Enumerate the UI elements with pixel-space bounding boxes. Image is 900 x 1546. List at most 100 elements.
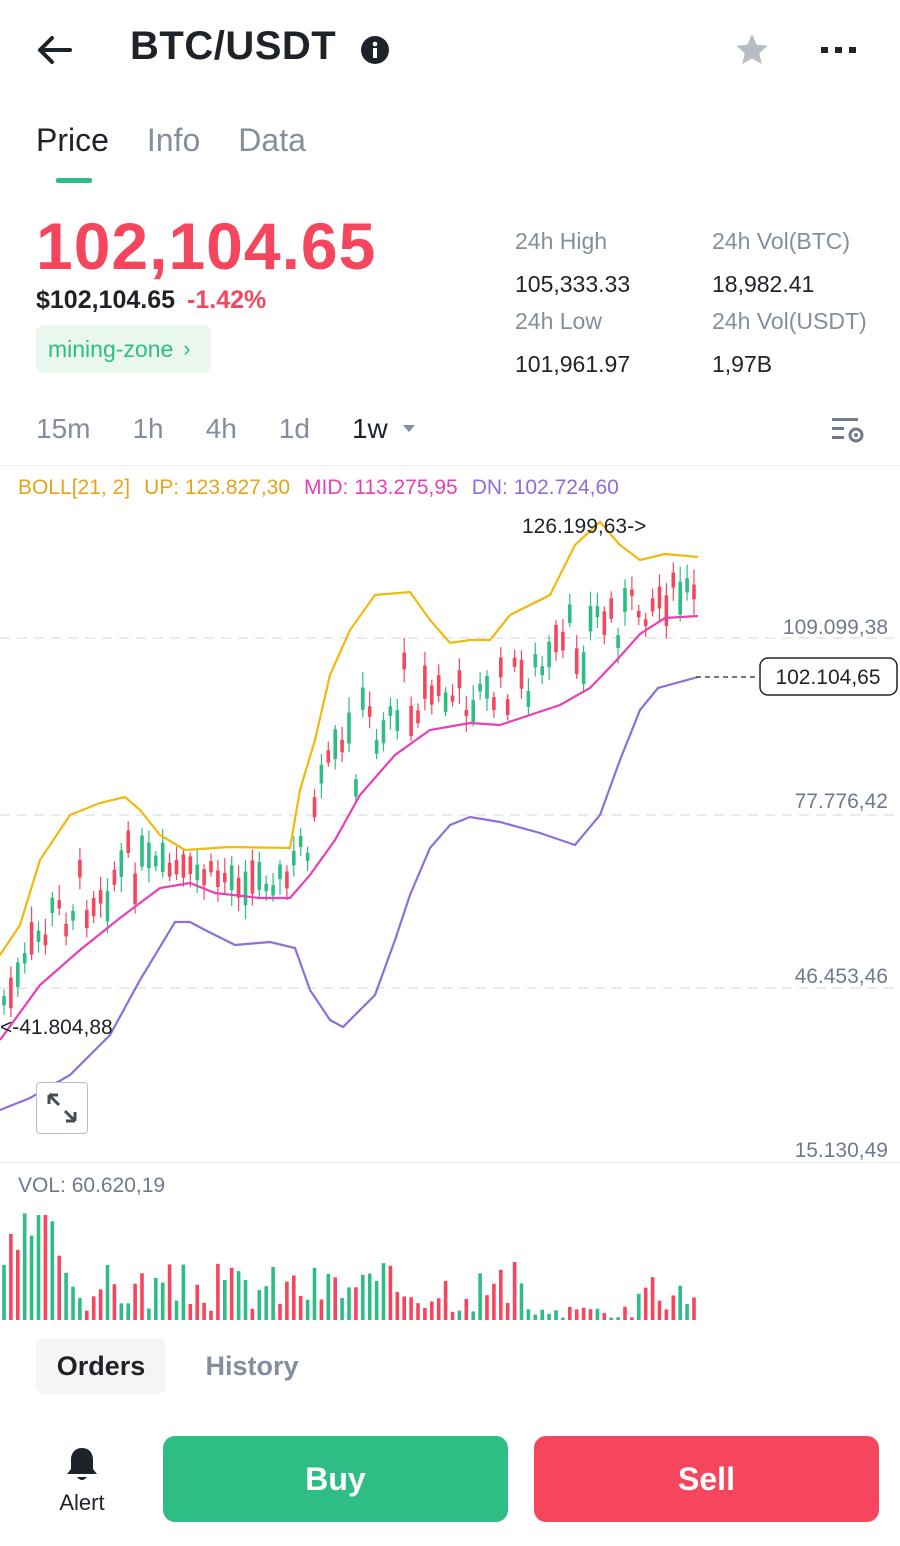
candle-body <box>91 897 96 917</box>
volume-bar <box>685 1303 689 1320</box>
volume-bar <box>250 1308 255 1320</box>
interval-1d[interactable]: 1d <box>278 413 310 444</box>
volume-bar <box>581 1307 586 1320</box>
tab-history[interactable]: History <box>205 1350 299 1381</box>
candle-body <box>505 699 510 715</box>
stat-value: 1,97B <box>712 351 773 377</box>
volume-bar <box>561 1317 565 1320</box>
candle-body <box>554 624 558 653</box>
volume-bar <box>450 1311 455 1320</box>
volume-bar <box>637 1293 641 1320</box>
y-axis-label: 77.776,42 <box>795 790 888 813</box>
chevron-right-icon: › <box>183 336 191 361</box>
mining-zone-tag[interactable]: mining-zone › <box>36 325 211 373</box>
volume-bar <box>630 1317 634 1320</box>
candle-body <box>381 720 386 744</box>
stat-24h-high: 24h High 105,333.33 <box>515 228 630 298</box>
price-chart[interactable]: 126.199,63-> <-41.804,88 109.099,38 77.7… <box>0 466 900 1166</box>
candle-body <box>547 641 551 668</box>
divider <box>0 465 900 466</box>
candle-body <box>526 690 531 707</box>
volume-bars <box>2 1213 696 1320</box>
candle-body <box>568 604 572 623</box>
candle-body <box>374 739 379 754</box>
alert-button[interactable]: Alert <box>40 1444 124 1524</box>
candle-body <box>630 589 634 596</box>
y-axis-label: 15.130,49 <box>795 1139 888 1162</box>
header-bar: BTC/USDT <box>0 0 900 100</box>
candle-body <box>98 890 103 904</box>
expand-chart-button[interactable] <box>36 1082 88 1134</box>
candle-body <box>229 865 234 891</box>
candle-body <box>478 683 482 692</box>
back-button[interactable] <box>30 26 78 74</box>
volume-bar <box>678 1285 682 1320</box>
candle-body <box>188 856 193 875</box>
interval-15m[interactable]: 15m <box>36 413 91 444</box>
y-axis-label: 46.453,46 <box>795 965 888 988</box>
candle-body <box>492 697 496 710</box>
stat-24h-low: 24h Low 101,961.97 <box>515 308 630 378</box>
volume-bar <box>71 1286 75 1320</box>
favorite-button[interactable] <box>730 28 774 72</box>
volume-bar <box>133 1283 137 1320</box>
volume-bar <box>223 1280 227 1320</box>
candle-body <box>271 885 275 896</box>
candle-body <box>443 692 448 713</box>
volume-bar <box>91 1296 96 1320</box>
volume-bar <box>485 1295 489 1320</box>
sell-button[interactable]: Sell <box>534 1436 879 1522</box>
interval-4h[interactable]: 4h <box>205 413 237 444</box>
candle-body <box>512 657 517 667</box>
candle-body <box>367 706 372 717</box>
volume-bar <box>264 1286 268 1320</box>
interval-selector: 15m 1h 4h 1d 1w <box>36 404 458 454</box>
candle-body <box>154 855 158 867</box>
candle-body <box>112 869 117 885</box>
candle-body <box>195 864 199 881</box>
volume-bar <box>278 1303 282 1320</box>
info-icon[interactable] <box>360 35 390 65</box>
tab-price[interactable]: Price <box>36 118 109 188</box>
volume-bar <box>326 1273 331 1320</box>
candle-body <box>637 610 641 618</box>
volume-bar <box>333 1277 337 1320</box>
volume-bar <box>229 1267 234 1320</box>
volume-bar <box>98 1289 103 1320</box>
volume-bar <box>512 1262 517 1320</box>
candle-body <box>499 657 503 678</box>
interval-1w-label: 1w <box>351 413 388 444</box>
volume-label: VOL: 60.620,19 <box>18 1174 166 1197</box>
volume-bar <box>643 1287 648 1320</box>
active-tab-indicator <box>56 178 92 183</box>
volume-bar <box>188 1303 193 1320</box>
volume-bar <box>492 1283 496 1320</box>
candle-body <box>354 779 358 797</box>
stat-label: 24h High <box>515 228 608 254</box>
volume-bar <box>650 1277 655 1320</box>
interval-1h[interactable]: 1h <box>132 413 164 444</box>
volume-bar <box>195 1284 199 1320</box>
candle-body <box>395 710 400 731</box>
volume-bar <box>167 1264 172 1320</box>
candle-body <box>292 850 296 866</box>
candle-body <box>402 652 406 670</box>
tab-orders[interactable]: Orders <box>36 1338 166 1394</box>
buy-button[interactable]: Buy <box>163 1436 508 1522</box>
candle-body <box>202 869 206 886</box>
volume-bar <box>285 1281 289 1320</box>
interval-1w-dropdown[interactable]: 1w <box>352 413 416 445</box>
pair-title[interactable]: BTC/USDT <box>130 24 337 68</box>
expand-icon <box>47 1093 77 1123</box>
more-button[interactable] <box>814 28 864 72</box>
candle-body <box>236 877 241 898</box>
candle-body <box>361 687 365 711</box>
volume-bar <box>402 1296 406 1320</box>
tab-info[interactable]: Info <box>147 118 200 188</box>
tab-data[interactable]: Data <box>238 118 306 188</box>
candle-body <box>140 835 144 867</box>
candle-body <box>29 922 34 955</box>
chart-settings-icon[interactable] <box>828 410 868 450</box>
volume-bar <box>298 1295 303 1320</box>
candle-body <box>533 654 538 668</box>
